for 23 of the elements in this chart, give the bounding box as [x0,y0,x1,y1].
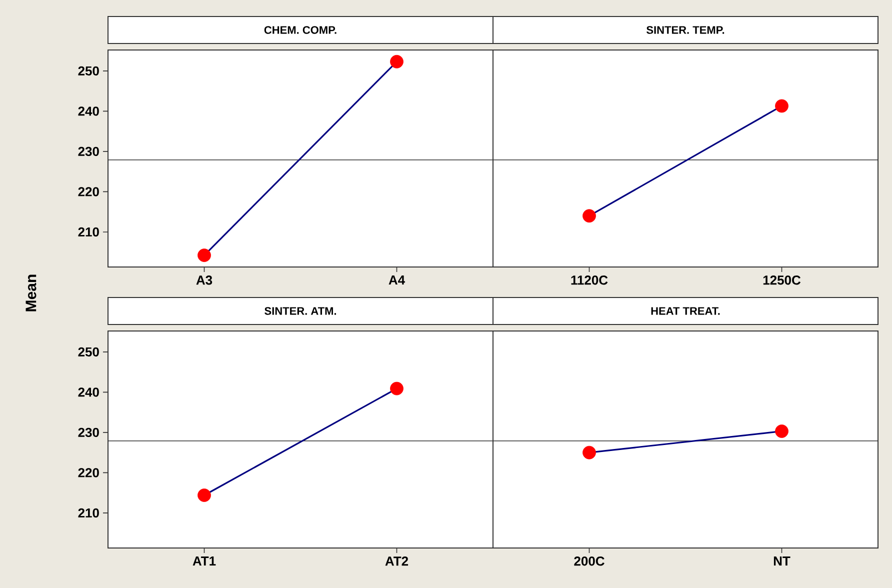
x-tick-label: A4 [388,276,405,284]
y-tick-label: 250 [78,66,99,76]
y-tick-label: 240 [78,388,99,397]
x-tick-label: A3 [196,276,212,285]
y-tick-label: 220 [78,187,99,196]
x-tick-label: 1120C [571,276,608,285]
x-tick-label: AT2 [385,556,408,566]
chart-title: CHEM. COMP. [264,26,336,34]
y-tick-label: 240 [78,106,99,116]
x-tick-label: 200C [574,556,604,566]
x-tick-label: 1250C [763,276,801,285]
x-tick-label: AT1 [192,556,216,566]
chart-title: HEAT TREAT. [651,307,720,315]
y-tick-label: 250 [78,347,99,357]
chart-title: SINTER. ATM. [264,307,336,315]
y-tick-label: 220 [78,468,99,478]
chart-title: SINTER. TEMP. [646,26,724,34]
y-tick-label: 210 [78,508,99,518]
y-tick-label: 210 [78,227,99,237]
y-axis-title: Mean [26,274,36,312]
y-tick-label: 230 [78,428,99,438]
y-tick-label: 230 [78,146,99,156]
x-tick-label: NT [774,556,790,566]
